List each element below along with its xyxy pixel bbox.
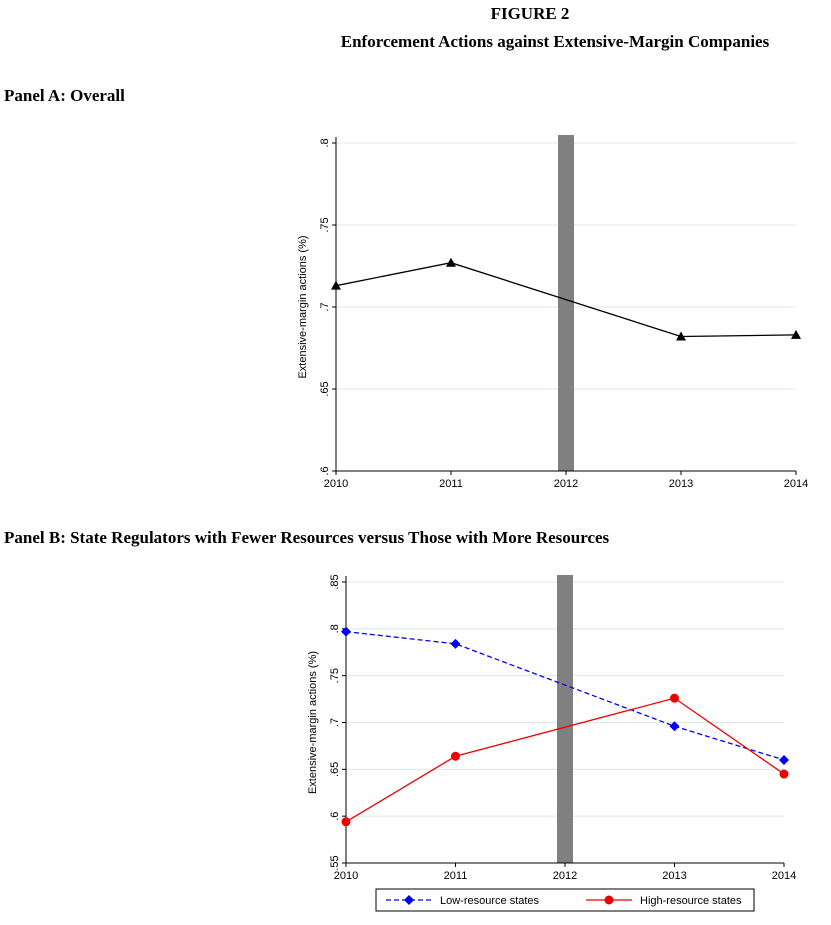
legend-label: Low-resource states	[440, 895, 540, 907]
legend-marker	[604, 895, 614, 905]
y-tick-label: .65	[319, 381, 331, 396]
panel-a-title: Panel A: Overall	[4, 86, 125, 105]
y-tick-label: .8	[319, 138, 331, 147]
y-tick-label: .7	[319, 302, 331, 311]
figure-label: FIGURE 2	[490, 4, 570, 23]
series-line-0	[345, 630, 785, 761]
x-tick-label: 2014	[772, 870, 796, 882]
series-line-1	[345, 697, 785, 823]
x-tick-label: 2011	[444, 870, 468, 882]
y-axis-title: Extensive-margin actions (%)	[307, 651, 319, 794]
y-tick-label: .65	[329, 762, 341, 777]
data-point	[779, 754, 789, 765]
event-bar-2012	[558, 135, 574, 471]
y-tick-label: .75	[329, 668, 341, 683]
data-point	[669, 721, 680, 732]
data-point	[331, 280, 341, 290]
event-bar-2012	[557, 575, 573, 863]
x-tick-label: 2014	[784, 478, 808, 490]
data-point	[791, 329, 801, 339]
legend-label: High-resource states	[640, 895, 742, 907]
x-tick-label: 2011	[439, 478, 463, 490]
y-tick-label: .7	[329, 718, 341, 727]
y-tick-label: .85	[329, 574, 341, 589]
panel-a-chart: .6 .65 .7 .75 .8 2010 2011 2012 2013 2014 Extensiv…	[297, 135, 808, 490]
x-tick-label: 2012	[554, 478, 578, 490]
data-point	[341, 817, 351, 827]
data-point	[450, 638, 461, 649]
x-tick-label: 2013	[662, 870, 686, 882]
y-tick-label: .6	[329, 812, 341, 821]
y-axis-title: Extensive-margin actions (%)	[297, 235, 309, 378]
x-tick-label: 2010	[324, 478, 348, 490]
data-point	[779, 769, 789, 779]
panel-b-chart: .55 .6 .65 .7 .75 .8 .85 2010 2011 2012 2013 2014 Ex…	[307, 574, 796, 912]
y-tick-label: .55	[329, 855, 341, 870]
legend-box	[375, 888, 755, 912]
y-tick-label: .8	[329, 624, 341, 633]
x-tick-label: 2012	[553, 870, 577, 882]
legend-marker	[404, 895, 414, 905]
figure-title: Enforcement Actions against Extensive-Ma…	[340, 32, 770, 51]
x-tick-label: 2013	[669, 478, 693, 490]
data-point	[670, 693, 679, 703]
y-tick-label: .6	[319, 466, 331, 475]
y-tick-label: .75	[319, 217, 331, 232]
data-point	[446, 257, 456, 267]
x-tick-label: 2010	[334, 870, 358, 882]
data-point	[341, 626, 351, 637]
series-line-0	[335, 262, 797, 338]
panel-b-title: Panel B: State Regulators with Fewer Res…	[4, 528, 610, 547]
data-point	[451, 751, 460, 761]
data-point	[676, 331, 686, 341]
